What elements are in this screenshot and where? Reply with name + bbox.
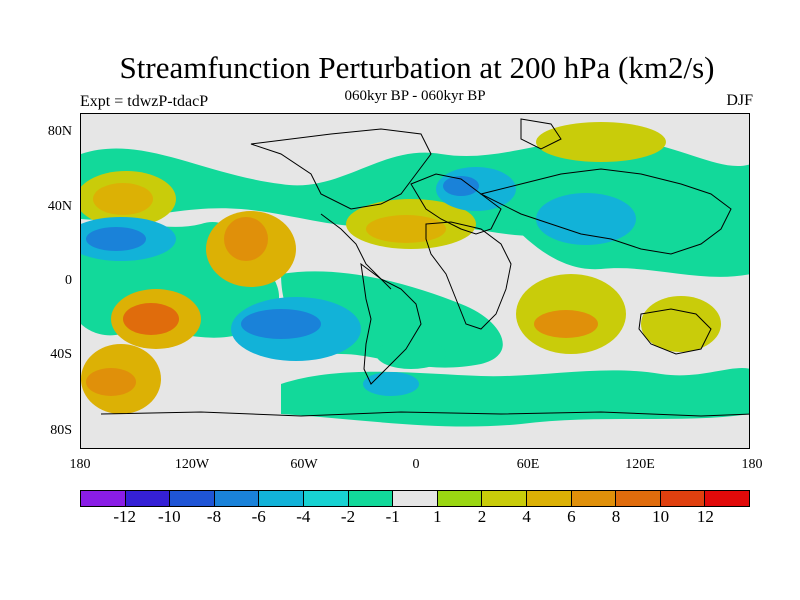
europe-core (443, 176, 479, 196)
colorbar-swatch-4 (259, 491, 304, 506)
colorbar-swatch-7 (393, 491, 438, 506)
colorbar-label-5: -2 (340, 507, 356, 526)
southern-ocean-band (281, 368, 749, 427)
map-panel (80, 113, 750, 449)
colorbar-label-7: 1 (433, 507, 442, 526)
south-pacific-core (123, 303, 179, 335)
lat-label-40s: 40S (50, 347, 72, 362)
colorbar-label-4: -4 (296, 507, 311, 526)
colorbar-label-13: 12 (696, 507, 714, 526)
experiment-label: Expt = tdwzP-tdacP (80, 93, 209, 110)
south-america-core (241, 309, 321, 339)
lat-label-0: 0 (65, 273, 72, 288)
lat-label-80s: 80S (50, 423, 72, 438)
colorbar-swatch-1 (125, 491, 171, 506)
asia-negative (536, 193, 636, 245)
colorbar-swatch-9 (482, 491, 527, 506)
colorbar-swatch-6 (348, 491, 394, 506)
plot-title: Streamfunction Perturbation at 200 hPa (… (119, 50, 715, 85)
colorbar-label-6: -1 (385, 507, 400, 526)
lon-label-0: 0 (412, 457, 420, 472)
colorbar-label-8: 2 (477, 507, 487, 526)
west-pacific-positive (641, 296, 721, 352)
colorbar-swatch-2 (170, 491, 215, 506)
colorbar-label-3: -6 (251, 507, 266, 526)
arctic-positive (536, 122, 666, 162)
colorbar-label-10: 6 (567, 507, 576, 526)
north-pacific-core (93, 183, 153, 215)
lon-label-120e: 120E (625, 457, 655, 472)
period-label: 060kyr BP - 060kyr BP (344, 88, 486, 104)
lat-label-80n: 80N (47, 124, 72, 139)
southern-ocean-negative (376, 339, 446, 369)
coastlines (100, 118, 749, 417)
colorbar-swatch-0 (81, 491, 126, 506)
colorbar-swatch-12 (616, 491, 661, 506)
colorbar-swatch-10 (526, 491, 572, 506)
central-pacific-core (86, 227, 146, 251)
colorbar-swatch-11 (571, 491, 617, 506)
indian-ocean-core (534, 310, 598, 338)
colorbar-label-12: 10 (652, 507, 670, 526)
map-canvas (81, 114, 749, 448)
colorbar-label-2: -8 (206, 507, 222, 526)
colorbar-swatch-13 (660, 491, 706, 506)
atlantic-core (366, 215, 446, 243)
colorbar-label-9: 4 (522, 507, 531, 526)
colorbar-swatch-5 (303, 491, 349, 506)
colorbar-swatch-3 (214, 491, 260, 506)
lon-label-180w: 180 (69, 457, 91, 472)
lon-label-180e: 180 (741, 457, 763, 472)
lon-label-120w: 120W (174, 457, 210, 472)
lon-label-60e: 60E (516, 457, 540, 472)
colorbar (80, 490, 750, 507)
colorbar-swatch-8 (437, 491, 483, 506)
colorbar-label-0: -12 (113, 507, 136, 526)
central-america-core (224, 217, 268, 261)
far-south-pacific-core (86, 368, 136, 396)
colorbar-label-11: 8 (611, 507, 621, 526)
season-label: DJF (726, 92, 753, 109)
lon-label-60w: 60W (290, 457, 318, 472)
colorbar-label-1: -10 (157, 507, 181, 526)
colorbar-swatch-14 (705, 491, 749, 506)
lat-label-40n: 40N (47, 199, 72, 214)
